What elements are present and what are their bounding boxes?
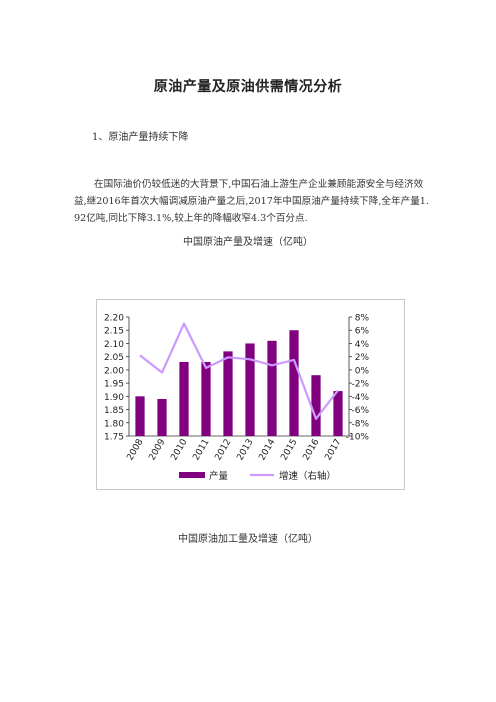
y2-tick-label: -4% [351, 393, 369, 403]
y2-tick-label: 2% [355, 353, 370, 363]
x-tick-label: 2008 [125, 437, 145, 462]
bar [289, 330, 299, 436]
x-tick-label: 2011 [191, 438, 211, 463]
chart-frame: 2.20 2.15 2.10 2.05 2.00 1.95 1.90 1.85 1.80 1.75… [96, 299, 405, 490]
y2-tick-label: -6% [351, 406, 369, 416]
y2-tick-label: 8% [355, 314, 370, 324]
body-paragraph: 在国际油价仍较低迷的大背景下,中国石油上游生产企业兼顾能源安全与经济效益,继20… [74, 179, 429, 224]
legend-label-bar: 产量 [209, 470, 229, 482]
page-title: 原油产量及原油供需情况分析 [153, 79, 343, 95]
y-tick-label: 1.80 [104, 419, 124, 429]
bar [267, 340, 277, 436]
bar [311, 375, 321, 436]
growth-line [139, 322, 339, 420]
x-tick-label: 2014 [257, 437, 277, 462]
y2-tick-label: 0% [355, 366, 370, 376]
bar [135, 396, 145, 436]
y2-tick-label: -2% [351, 380, 369, 390]
bar [245, 343, 255, 436]
x-tick-label: 2017 [323, 438, 343, 463]
y-tick-label: 2.15 [104, 327, 124, 337]
production-chart: 2.20 2.15 2.10 2.05 2.00 1.95 1.90 1.85 1.80 1.75… [104, 314, 370, 483]
y-tick-label: 2.05 [104, 353, 124, 363]
x-tick-label: 2010 [169, 437, 189, 462]
y-tick-label: 1.85 [104, 406, 124, 416]
x-tick-label: 2012 [213, 438, 233, 463]
chart-caption: 中国原油产量及增速（亿吨） [183, 237, 313, 248]
y2-tick-label: 6% [355, 327, 370, 337]
y2-tick-label: -8% [351, 419, 369, 429]
x-tick-label: 2009 [147, 437, 167, 462]
bar [223, 351, 233, 436]
section-heading: 1、原油产量持续下降 [92, 132, 189, 143]
x-tick-label: 2013 [235, 438, 255, 463]
y-tick-label: 1.90 [104, 393, 124, 403]
y2-tick-label: -10% [346, 433, 370, 443]
bar [179, 361, 189, 436]
y-tick-label: 2.10 [104, 340, 124, 350]
y-tick-label: 1.75 [104, 433, 124, 443]
y-tick-label: 2.00 [104, 366, 124, 376]
legend-label-line: 增速（右轴） [279, 470, 336, 482]
y-tick-label: 2.20 [104, 314, 124, 324]
x-tick-label: 2016 [301, 437, 321, 462]
chart-caption-2: 中国原油加工量及增速（亿吨） [178, 534, 318, 545]
bar [201, 361, 211, 436]
bar [157, 398, 167, 436]
y-tick-label: 1.95 [104, 380, 124, 390]
bar [333, 391, 343, 436]
x-tick-label: 2015 [279, 438, 299, 463]
legend-swatch-bar [179, 472, 205, 478]
y2-tick-label: 4% [355, 340, 370, 350]
